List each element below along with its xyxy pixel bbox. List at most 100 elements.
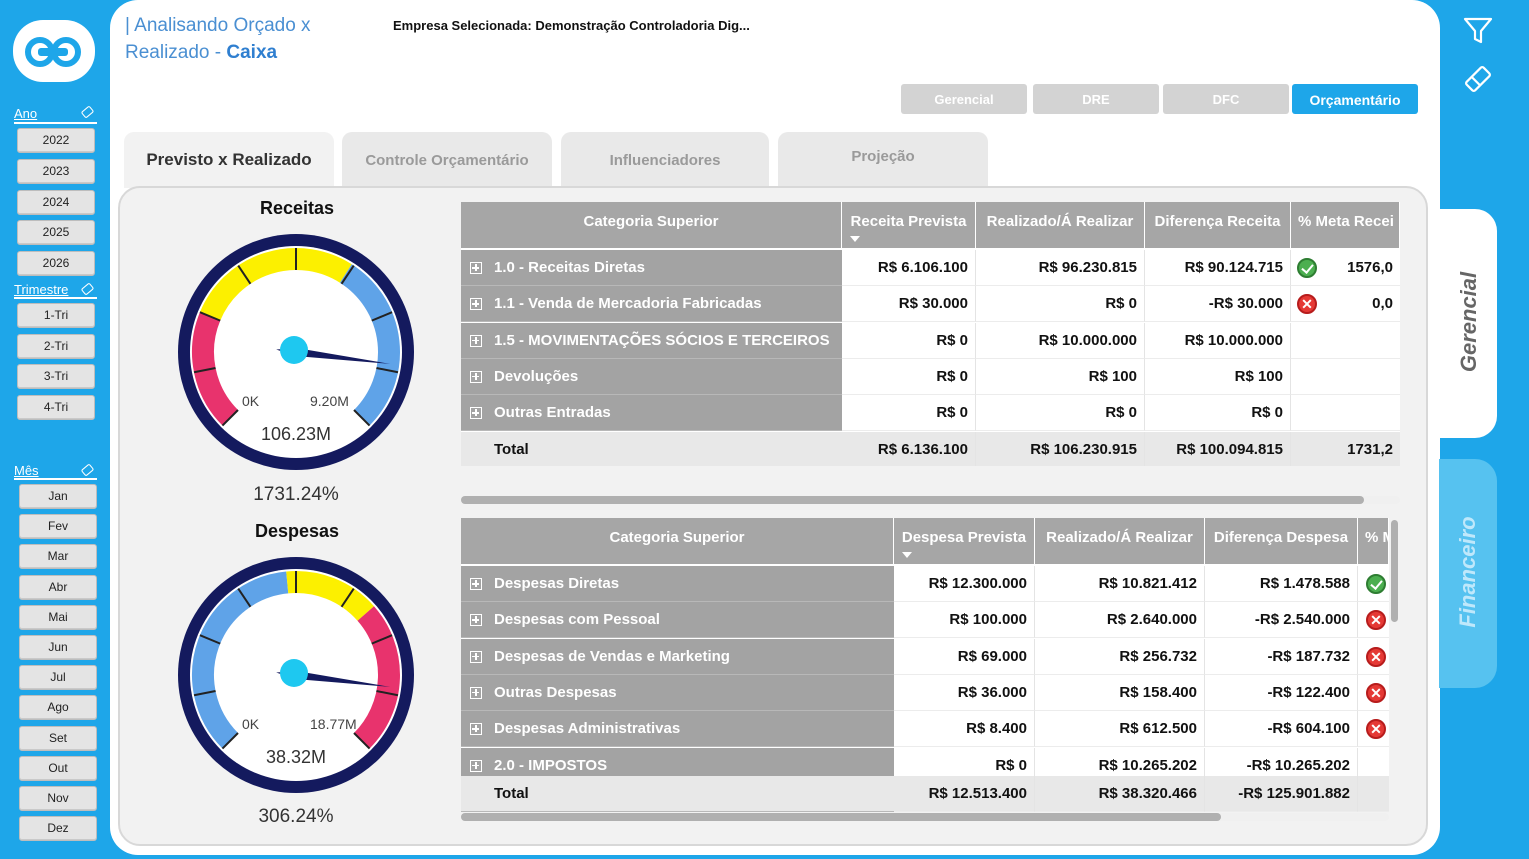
category-label: Total (494, 440, 529, 458)
category-cell: Despesas Administrativas (461, 711, 894, 748)
expand-icon[interactable] (470, 262, 482, 274)
mes-button-ago[interactable]: Ago (19, 695, 97, 720)
value-cell-dif: -R$ 604.100 (1205, 711, 1358, 748)
expand-icon[interactable] (470, 298, 482, 311)
value-cell-prev: R$ 69.000 (894, 638, 1035, 675)
value-cell-pct (1358, 675, 1389, 711)
category-cell: Despesas com Pessoal (461, 602, 894, 639)
mes-button-dez[interactable]: Dez (19, 816, 97, 841)
sort-desc-icon[interactable] (902, 552, 912, 558)
mes-button-set[interactable]: Set (19, 726, 97, 751)
despesas-header-0[interactable]: Categoria Superior (461, 518, 894, 564)
nav-dfc-button[interactable]: DFC (1163, 84, 1289, 114)
expand-icon[interactable] (470, 407, 482, 420)
receitas-gauge-tick-1 (193, 367, 216, 374)
value-cell-prev: R$ 36.000 (894, 674, 1035, 711)
table-row[interactable]: Outras Entradas R$ 0 R$ 0 R$ 0 (461, 395, 1400, 432)
expand-icon[interactable] (470, 334, 482, 347)
receitas-header-4[interactable]: % Meta Recei (1291, 202, 1400, 248)
ano-button-2025[interactable]: 2025 (17, 220, 95, 245)
filter-icon[interactable] (1463, 17, 1493, 45)
value-cell-real: R$ 0 (976, 286, 1145, 323)
despesas-header-2[interactable]: Realizado/Á Realizar (1035, 518, 1205, 564)
expand-icon[interactable] (470, 614, 482, 627)
clear-mes-icon[interactable] (80, 463, 95, 477)
expand-icon[interactable] (470, 578, 482, 590)
error-x-icon: ✕ (1366, 682, 1386, 703)
despesas-header-1[interactable]: Despesa Prevista (894, 518, 1035, 564)
ano-button-2023[interactable]: 2023 (17, 159, 95, 184)
expand-icon[interactable] (470, 759, 482, 772)
tab-controle-orcamentario[interactable]: Controle Orçamentário (342, 132, 552, 188)
table-row[interactable]: 1.1 - Venda de Mercadoria Fabricadas R$ 3… (461, 286, 1400, 323)
receitas-header-1[interactable]: Receita Prevista (842, 202, 976, 248)
expand-icon[interactable] (470, 686, 482, 699)
mes-button-mai[interactable]: Mai (19, 605, 97, 630)
trimestre-button-3-tri[interactable]: 3-Tri (17, 364, 95, 389)
mes-button-mar[interactable]: Mar (19, 544, 97, 569)
mes-button-jun[interactable]: Jun (19, 635, 97, 660)
table-row[interactable]: Outras Despesas R$ 36.000 R$ 158.400 -R$ 12… (461, 674, 1389, 711)
ano-button-2022[interactable]: 2022 (17, 128, 95, 153)
ano-button-2024[interactable]: 2024 (17, 190, 95, 215)
receitas-gauge-value-label: 106.23M (261, 424, 331, 444)
table-row[interactable]: Despesas Diretas R$ 12.300.000 R$ 10.821.4… (461, 566, 1389, 602)
trimestre-label: Trimestre (14, 282, 69, 297)
value-cell-pct: 1576,0 (1291, 250, 1400, 286)
value-cell-real: R$ 612.500 (1035, 711, 1205, 748)
error-x-icon: ✕ (1297, 294, 1317, 315)
value-cell-pct (1291, 323, 1400, 359)
despesas-gauge-min-label: 0K (242, 716, 260, 732)
category-cell: 1.0 - Receitas Diretas (461, 250, 842, 286)
tab-influenciadores[interactable]: Influenciadores (561, 132, 769, 188)
mes-button-nov[interactable]: Nov (19, 786, 97, 811)
trimestre-button-4-tri[interactable]: 4-Tri (17, 395, 95, 420)
receitas-gauge-tick-0 (221, 409, 239, 427)
table-row[interactable]: Despesas Administrativas R$ 8.400 R$ 612.5… (461, 711, 1389, 748)
receitas-header-0[interactable]: Categoria Superior (461, 202, 842, 248)
despesas-header-3[interactable]: Diferença Despesa (1205, 518, 1358, 564)
table-row[interactable]: Devoluções R$ 0 R$ 100 R$ 100 (461, 358, 1400, 395)
mes-button-abr[interactable]: Abr (19, 575, 97, 600)
value-cell-dif: R$ 10.000.000 (1145, 322, 1291, 359)
expand-icon[interactable] (470, 650, 482, 663)
expand-icon[interactable] (470, 723, 482, 736)
clear-trimestre-icon[interactable] (80, 282, 95, 296)
despesas-gauge-pct: 306.24% (258, 806, 334, 827)
mes-button-out[interactable]: Out (19, 756, 97, 781)
trimestre-button-1-tri[interactable]: 1-Tri (17, 303, 95, 328)
mes-button-fev[interactable]: Fev (19, 514, 97, 539)
receitas-header-2[interactable]: Realizado/Á Realizar (976, 202, 1145, 248)
company-logo (13, 20, 95, 82)
eraser-icon[interactable] (1462, 63, 1494, 95)
value-cell-pct (1291, 359, 1400, 395)
table-row[interactable]: Despesas com Pessoal R$ 100.000 R$ 2.640.0… (461, 602, 1389, 639)
trimestre-button-2-tri[interactable]: 2-Tri (17, 334, 95, 359)
category-label: Outras Despesas (494, 683, 617, 701)
side-tab-gerencial[interactable]: Gerencial (1439, 209, 1497, 438)
side-tab-financeiro[interactable]: Financeiro (1439, 459, 1497, 688)
ano-button-2026[interactable]: 2026 (17, 251, 95, 276)
tab-previsto-realizado[interactable]: Previsto x Realizado (124, 132, 334, 188)
receitas-hscroll[interactable] (461, 496, 1400, 504)
despesas-header-4[interactable]: % M (1358, 518, 1389, 564)
tab-projecao[interactable]: Projeção (778, 132, 988, 188)
mes-button-jul[interactable]: Jul (19, 665, 97, 690)
receitas-header-3[interactable]: Diferença Receita (1145, 202, 1291, 248)
despesas-gauge-target-label: 18.77M (310, 716, 357, 732)
despesas-hscroll[interactable] (461, 813, 1389, 821)
receitas-gauge-pct: 1731.24% (253, 484, 339, 505)
mes-button-jan[interactable]: Jan (19, 484, 97, 509)
expand-icon[interactable] (470, 370, 482, 383)
despesas-vscroll[interactable] (1391, 520, 1398, 622)
value-cell-real: R$ 158.400 (1035, 674, 1205, 711)
nav-dre-button[interactable]: DRE (1033, 84, 1159, 114)
nav-orcamentario-button[interactable]: Orçamentário (1292, 84, 1418, 114)
nav-gerencial-button[interactable]: Gerencial (901, 84, 1027, 114)
table-row[interactable]: Despesas de Vendas e Marketing R$ 69.000 R… (461, 638, 1389, 675)
clear-ano-icon[interactable] (80, 105, 95, 119)
table-row[interactable]: 1.5 - MOVIMENTAÇÕES SÓCIOS E TERCEIROS R$… (461, 322, 1400, 359)
table-row[interactable]: 1.0 - Receitas Diretas R$ 6.106.100 R$ 96.… (461, 250, 1400, 286)
despesas-gauge-tick-2 (199, 634, 221, 645)
sort-desc-icon[interactable] (850, 236, 860, 242)
